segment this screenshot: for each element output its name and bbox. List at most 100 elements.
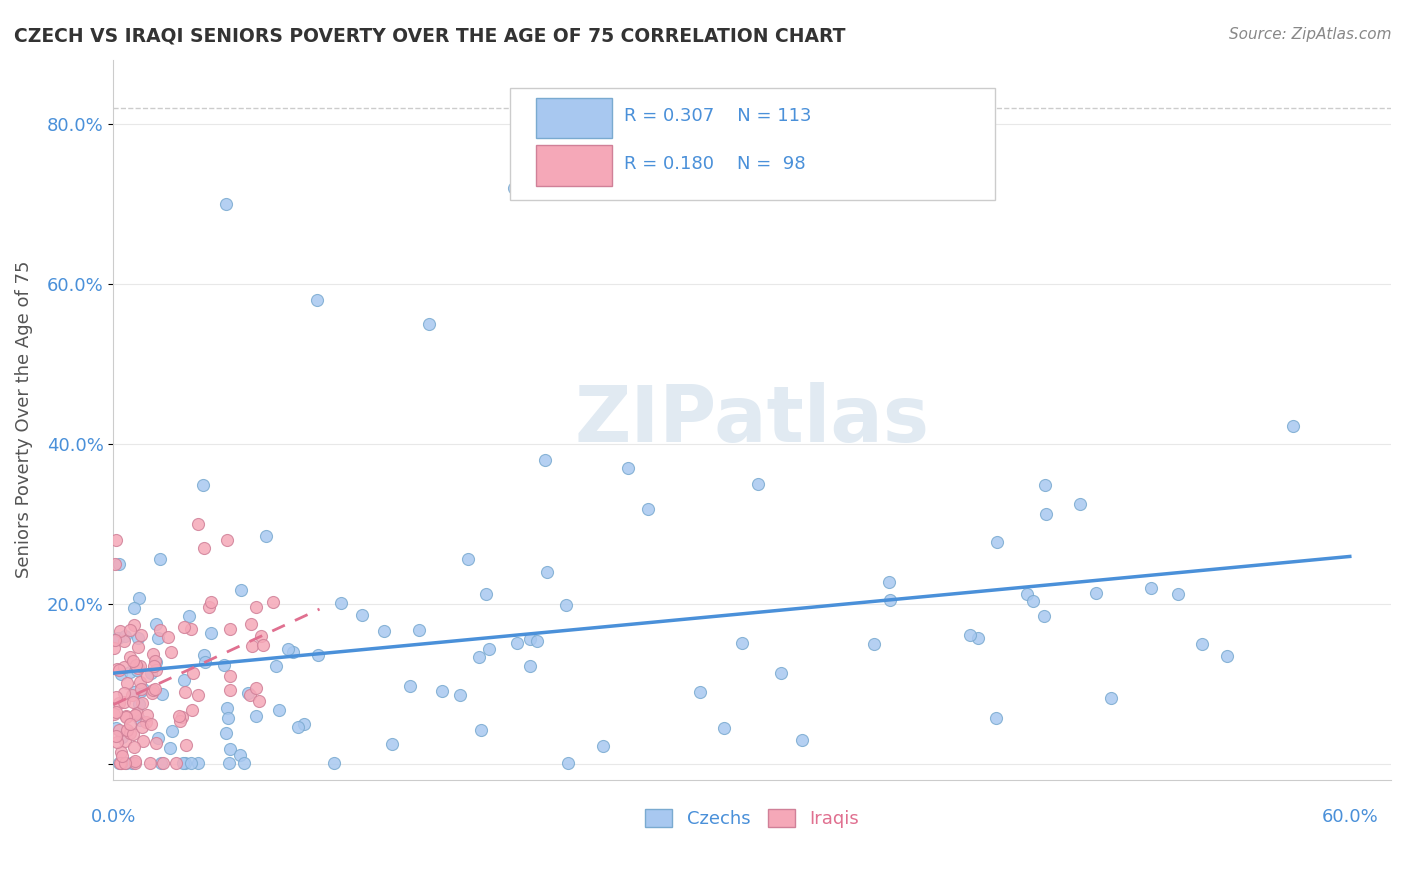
Point [1099,690,1122,705]
Point [194,656,217,670]
Point [121,689,143,703]
Point [115,676,138,690]
Point [172,756,194,770]
Point [966,631,988,645]
Point [292,717,315,731]
Point [105,734,128,748]
Point [229,583,252,598]
Point [1033,478,1056,492]
Point [174,738,197,752]
Point [174,684,197,698]
Point [149,551,172,566]
Point [139,666,162,681]
Point [187,688,209,702]
Point [131,697,153,711]
Point [145,617,167,632]
Text: 0.0%: 0.0% [91,807,136,826]
Point [104,533,127,547]
Point [1069,497,1091,511]
Point [112,686,135,700]
Point [139,717,162,731]
Point [218,683,240,698]
Point [245,708,267,723]
Point [200,595,222,609]
Text: R = 0.180    N =  98: R = 0.180 N = 98 [624,155,806,173]
Point [432,684,454,698]
Point [132,682,155,697]
Point [110,756,132,770]
Point [145,663,167,677]
Point [269,703,291,717]
Point [127,631,149,645]
Point [863,637,886,651]
Point [141,683,163,698]
Y-axis label: Seniors Poverty Over the Age of 75: Seniors Poverty Over the Age of 75 [15,260,32,578]
Point [249,629,271,643]
Point [877,575,900,590]
Point [180,756,202,770]
Point [519,658,541,673]
Point [124,685,146,699]
Point [114,710,136,724]
Point [959,628,981,642]
Point [135,668,157,682]
Point [122,739,145,754]
Point [1084,586,1107,600]
Point [468,650,491,665]
Point [111,749,134,764]
Point [165,756,187,770]
Point [135,715,157,730]
Point [200,625,222,640]
Point [128,675,150,690]
Point [264,659,287,673]
Point [120,624,142,638]
Point [129,714,152,728]
Point [191,478,214,492]
Point [449,688,471,702]
Point [193,648,215,662]
Point [110,745,132,759]
Text: ZIPatlas: ZIPatlas [575,382,929,458]
Point [218,756,240,770]
Point [1216,648,1239,663]
FancyBboxPatch shape [536,145,612,186]
Point [177,609,200,624]
Point [457,552,479,566]
Point [277,642,299,657]
Point [193,541,215,555]
Point [592,739,614,754]
Point [169,714,191,729]
Point [1282,418,1305,433]
Point [108,663,131,677]
Point [173,673,195,687]
Point [148,631,170,645]
Point [240,616,263,631]
Point [143,659,166,673]
Text: CZECH VS IRAQI SENIORS POVERTY OVER THE AGE OF 75 CORRELATION CHART: CZECH VS IRAQI SENIORS POVERTY OVER THE … [14,27,845,45]
Point [262,595,284,609]
Point [118,665,141,680]
Point [131,682,153,697]
Point [174,756,197,770]
Point [159,740,181,755]
Point [125,658,148,673]
Point [128,591,150,605]
Point [131,734,153,748]
Point [111,730,134,744]
Point [124,708,146,723]
Point [122,695,145,709]
Point [769,666,792,681]
Point [122,727,145,741]
Point [217,711,239,725]
Legend: Czechs, Iraqis: Czechs, Iraqis [638,802,866,836]
Point [108,696,131,710]
Point [217,701,239,715]
Point [747,476,769,491]
Point [557,756,579,770]
Point [150,687,173,701]
Point [245,681,267,696]
Point [127,640,149,654]
Point [167,709,190,723]
Point [399,679,422,693]
Point [104,690,127,704]
